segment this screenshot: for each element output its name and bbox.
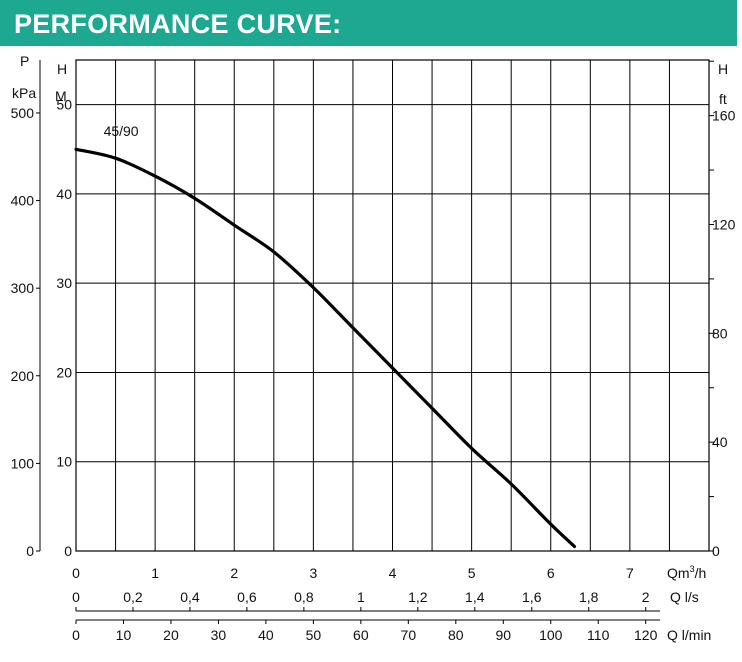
q-lmin-tick-label: 40: [258, 627, 274, 643]
q-ls-tick-label: 0,8: [294, 589, 314, 605]
ft-axis-label: ft: [719, 91, 727, 107]
h-ft-tick-label: 120: [712, 216, 736, 232]
q-ls-tick-label: 1,6: [522, 589, 542, 605]
h-m-tick-label: 50: [56, 97, 72, 113]
h-m-axis-label: H: [57, 61, 67, 77]
q-lmin-tick-label: 120: [634, 627, 658, 643]
q-m3h-tick-label: 4: [389, 565, 397, 581]
q-ls-tick-label: 0,6: [237, 589, 257, 605]
q-m3h-tick-label: 3: [309, 565, 317, 581]
q-m3h-tick-label: 0: [72, 565, 80, 581]
q-lmin-tick-label: 20: [163, 627, 179, 643]
q-m3h-tick-label: 7: [626, 565, 634, 581]
q-lmin-tick-label: 110: [587, 627, 610, 643]
q-lmin-axis-label: Q l/min: [667, 627, 711, 643]
h-ft-tick-label: 80: [712, 325, 728, 341]
q-lmin-tick-label: 100: [539, 627, 563, 643]
q-m3h-tick-label: 2: [230, 565, 238, 581]
q-lmin-tick-label: 60: [353, 627, 369, 643]
q-ls-tick-label: 1,8: [579, 589, 599, 605]
header-bar: PERFORMANCE CURVE:: [0, 0, 737, 46]
h-m-tick-label: 30: [56, 275, 72, 291]
p-tick-label: 0: [26, 543, 34, 559]
q-m3h-tick-label: 6: [547, 565, 555, 581]
h-ft-tick-label: 40: [712, 434, 728, 450]
q-lmin-tick-label: 80: [448, 627, 464, 643]
p-tick-label: 100: [11, 455, 35, 471]
q-lmin-tick-label: 0: [72, 627, 80, 643]
h-m-tick-label: 20: [56, 364, 72, 380]
p-tick-label: 300: [11, 280, 35, 296]
q-lmin-tick-label: 70: [401, 627, 417, 643]
series-45-90-line: [74, 147, 577, 549]
p-tick-label: 400: [11, 193, 35, 209]
q-ls-tick-label: 1,4: [465, 589, 485, 605]
page-title: PERFORMANCE CURVE:: [14, 9, 342, 39]
q-m3h-tick-label: 1: [151, 565, 159, 581]
h-m-tick-label: 40: [56, 186, 72, 202]
kpa-axis-label: kPa: [12, 85, 36, 101]
series-label: 45/90: [104, 123, 139, 139]
q-ls-tick-label: 2: [642, 589, 650, 605]
q-ls-tick-label: 1: [357, 589, 365, 605]
q-m3h-tick-label: 5: [468, 565, 476, 581]
grid: [75, 59, 710, 552]
q-ls-tick-label: 0: [72, 589, 80, 605]
p-tick-label: 500: [11, 105, 35, 121]
q-lmin-tick-label: 30: [211, 627, 227, 643]
m-axis-label: M: [55, 88, 67, 104]
h-ft-tick-label: 160: [712, 108, 736, 124]
q-lmin-tick-label: 10: [116, 627, 132, 643]
q-lmin-tick-label: 50: [306, 627, 322, 643]
h-ft-tick-label: 0: [712, 543, 720, 559]
p-tick-label: 200: [11, 368, 35, 384]
q-ls-tick-label: 1,2: [408, 589, 428, 605]
h-m-tick-label: 0: [64, 543, 72, 559]
q-ls-tick-label: 0,4: [180, 589, 200, 605]
h-m-tick-label: 10: [56, 454, 72, 470]
q-lmin-tick-label: 90: [495, 627, 511, 643]
q-m3h-axis-label: Qm3/h: [667, 564, 706, 581]
p-axis-label: P: [20, 53, 29, 69]
q-ls-tick-label: 0,2: [123, 589, 143, 605]
q-ls-axis-label: Q l/s: [670, 589, 699, 605]
h-ft-axis-label: H: [718, 61, 728, 77]
